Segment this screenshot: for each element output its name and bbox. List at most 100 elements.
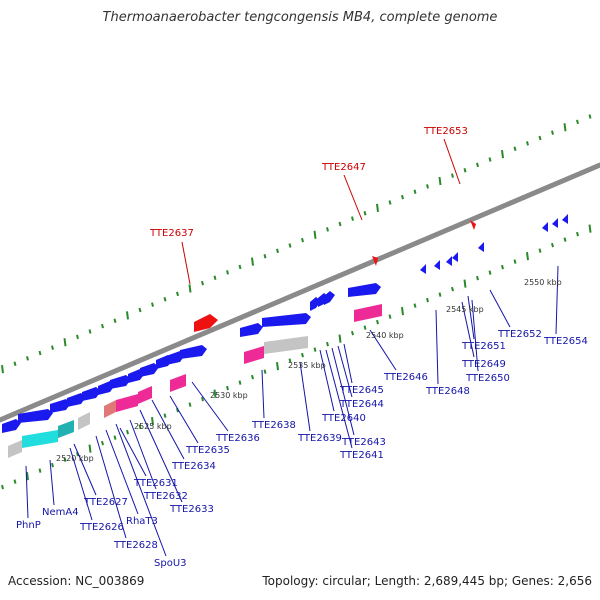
tick-mark <box>376 203 379 213</box>
gene-arrowhead <box>434 260 440 270</box>
gene-arrow <box>324 291 335 305</box>
gene-label: NemA4 <box>42 507 79 518</box>
gene-arrowhead <box>446 256 452 266</box>
tick-mark <box>538 135 542 141</box>
gene-label: PhnP <box>16 520 41 531</box>
tick-mark <box>188 284 192 293</box>
tick-mark <box>351 216 354 221</box>
tick-mark <box>451 173 454 178</box>
tick-mark <box>476 162 479 168</box>
tick-mark <box>213 389 217 398</box>
tick-mark <box>388 314 392 319</box>
tick-mark <box>13 361 17 367</box>
tick-mark <box>413 189 417 195</box>
label-connector <box>129 419 157 490</box>
tick-mark <box>401 194 404 200</box>
label-connector <box>261 369 265 419</box>
red-gene-label: TTE2637 <box>149 228 194 239</box>
tick-mark <box>26 471 29 481</box>
label-connector <box>343 343 353 384</box>
tick-mark <box>88 329 92 334</box>
label-connector <box>319 349 335 412</box>
gene-label: TTE2626 <box>79 522 124 533</box>
label-connector <box>191 381 229 432</box>
tick-mark <box>226 385 229 391</box>
gene-red-tte2637 <box>194 314 218 332</box>
tick-mark <box>38 350 42 356</box>
tick-mark <box>163 413 167 418</box>
tick-mark <box>551 242 554 248</box>
label-connector <box>49 459 55 506</box>
tick-mark <box>201 280 204 286</box>
tick-mark <box>51 462 54 468</box>
tick-mark <box>338 334 342 343</box>
gene-label: TTE2651 <box>461 341 506 352</box>
label-connector <box>325 349 353 449</box>
gene-label: TTE2639 <box>297 433 342 444</box>
gene-label: TTE2638 <box>251 420 296 431</box>
gene-label: TTE2649 <box>461 359 506 370</box>
tick-mark <box>338 221 342 227</box>
gene-arrow <box>50 399 71 413</box>
label-connector <box>555 265 559 335</box>
gene-label: TTE2631 <box>133 478 178 489</box>
tick-mark <box>251 257 254 266</box>
gene-label: TTE2648 <box>425 386 470 397</box>
tick-mark <box>301 237 304 243</box>
tick-mark <box>401 306 404 316</box>
gene-label: TTE2654 <box>543 336 588 347</box>
gene-label: TTE2643 <box>341 437 386 448</box>
tick-mark <box>213 275 217 281</box>
gene-arrow <box>67 393 86 407</box>
gene-arrowhead <box>552 218 558 228</box>
gene-box <box>138 386 152 404</box>
gene-label: TTE2632 <box>143 491 188 502</box>
map-title: Thermoanaerobacter tengcongensis MB4, co… <box>102 10 498 25</box>
label-connector <box>95 435 127 539</box>
tick-mark <box>563 123 567 132</box>
label-connector <box>443 138 461 185</box>
tick-mark <box>176 291 179 297</box>
label-connector <box>25 465 29 519</box>
gene-arrow <box>2 419 21 433</box>
tick-mark <box>438 176 442 186</box>
tick-mark <box>351 330 354 336</box>
label-connector <box>105 429 139 515</box>
red-gene-label: TTE2647 <box>321 162 366 173</box>
tick-mark <box>488 270 492 275</box>
label-connector <box>461 301 475 358</box>
label-connector <box>489 289 511 328</box>
label-connector <box>471 299 479 372</box>
gene-arrow <box>262 313 311 327</box>
tick-mark <box>538 248 542 253</box>
tick-mark <box>588 224 592 233</box>
tick-mark <box>101 323 104 329</box>
label-connector <box>337 345 353 398</box>
tick-mark <box>276 248 279 254</box>
label-connector <box>369 329 397 371</box>
label-connector <box>343 174 363 221</box>
gene-arrowhead <box>478 242 484 252</box>
tick-row-top <box>1 114 592 374</box>
scale-label: 2520 kbp <box>56 454 94 463</box>
tick-mark <box>563 237 567 242</box>
label-connector <box>151 399 185 460</box>
tick-mark <box>363 211 367 216</box>
gene-red-tte2653 <box>470 220 476 230</box>
tick-mark <box>88 444 92 453</box>
scale-labels: 2520 kbp 2525 kbp 2530 kbp 2535 kbp 2540 kbp… <box>56 278 562 463</box>
gene-label: TTE2646 <box>383 372 428 383</box>
tick-mark <box>76 451 79 457</box>
tick-mark <box>76 334 79 340</box>
label-connector <box>69 447 93 521</box>
tick-mark <box>238 380 242 385</box>
tick-mark <box>588 114 592 119</box>
tick-mark <box>126 429 129 435</box>
tick-mark <box>426 184 429 189</box>
tick-mark <box>101 440 104 446</box>
tick-mark <box>501 150 504 159</box>
tick-mark <box>463 168 467 173</box>
tick-mark <box>226 270 229 275</box>
